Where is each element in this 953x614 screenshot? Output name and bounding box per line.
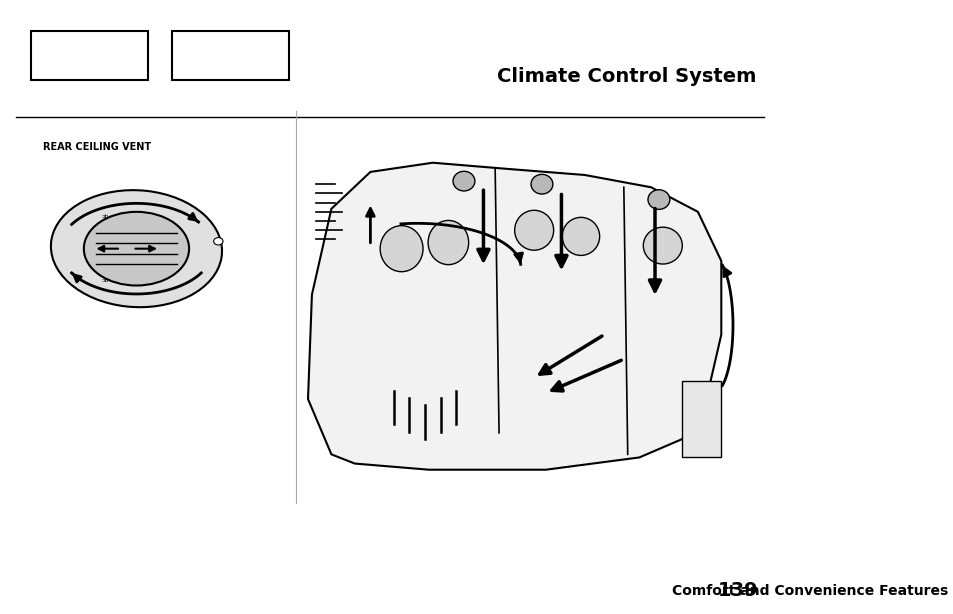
FancyBboxPatch shape <box>31 31 148 80</box>
Ellipse shape <box>84 212 189 286</box>
Text: ↄb: ↄb <box>101 214 109 219</box>
Text: 139: 139 <box>717 581 757 600</box>
FancyBboxPatch shape <box>172 31 288 80</box>
Ellipse shape <box>642 227 681 264</box>
Ellipse shape <box>531 174 553 194</box>
Ellipse shape <box>647 190 669 209</box>
Ellipse shape <box>379 226 422 271</box>
Circle shape <box>213 238 223 245</box>
Ellipse shape <box>51 190 222 307</box>
Text: REAR CEILING VENT: REAR CEILING VENT <box>43 142 151 152</box>
Ellipse shape <box>514 211 553 251</box>
Text: Comfort and Convenience Features: Comfort and Convenience Features <box>672 584 947 597</box>
Ellipse shape <box>428 220 468 265</box>
Polygon shape <box>308 163 720 470</box>
Ellipse shape <box>453 171 475 191</box>
Ellipse shape <box>561 217 599 255</box>
Text: Climate Control System: Climate Control System <box>497 68 756 86</box>
Polygon shape <box>681 381 720 457</box>
Text: ↄb: ↄb <box>101 278 109 283</box>
